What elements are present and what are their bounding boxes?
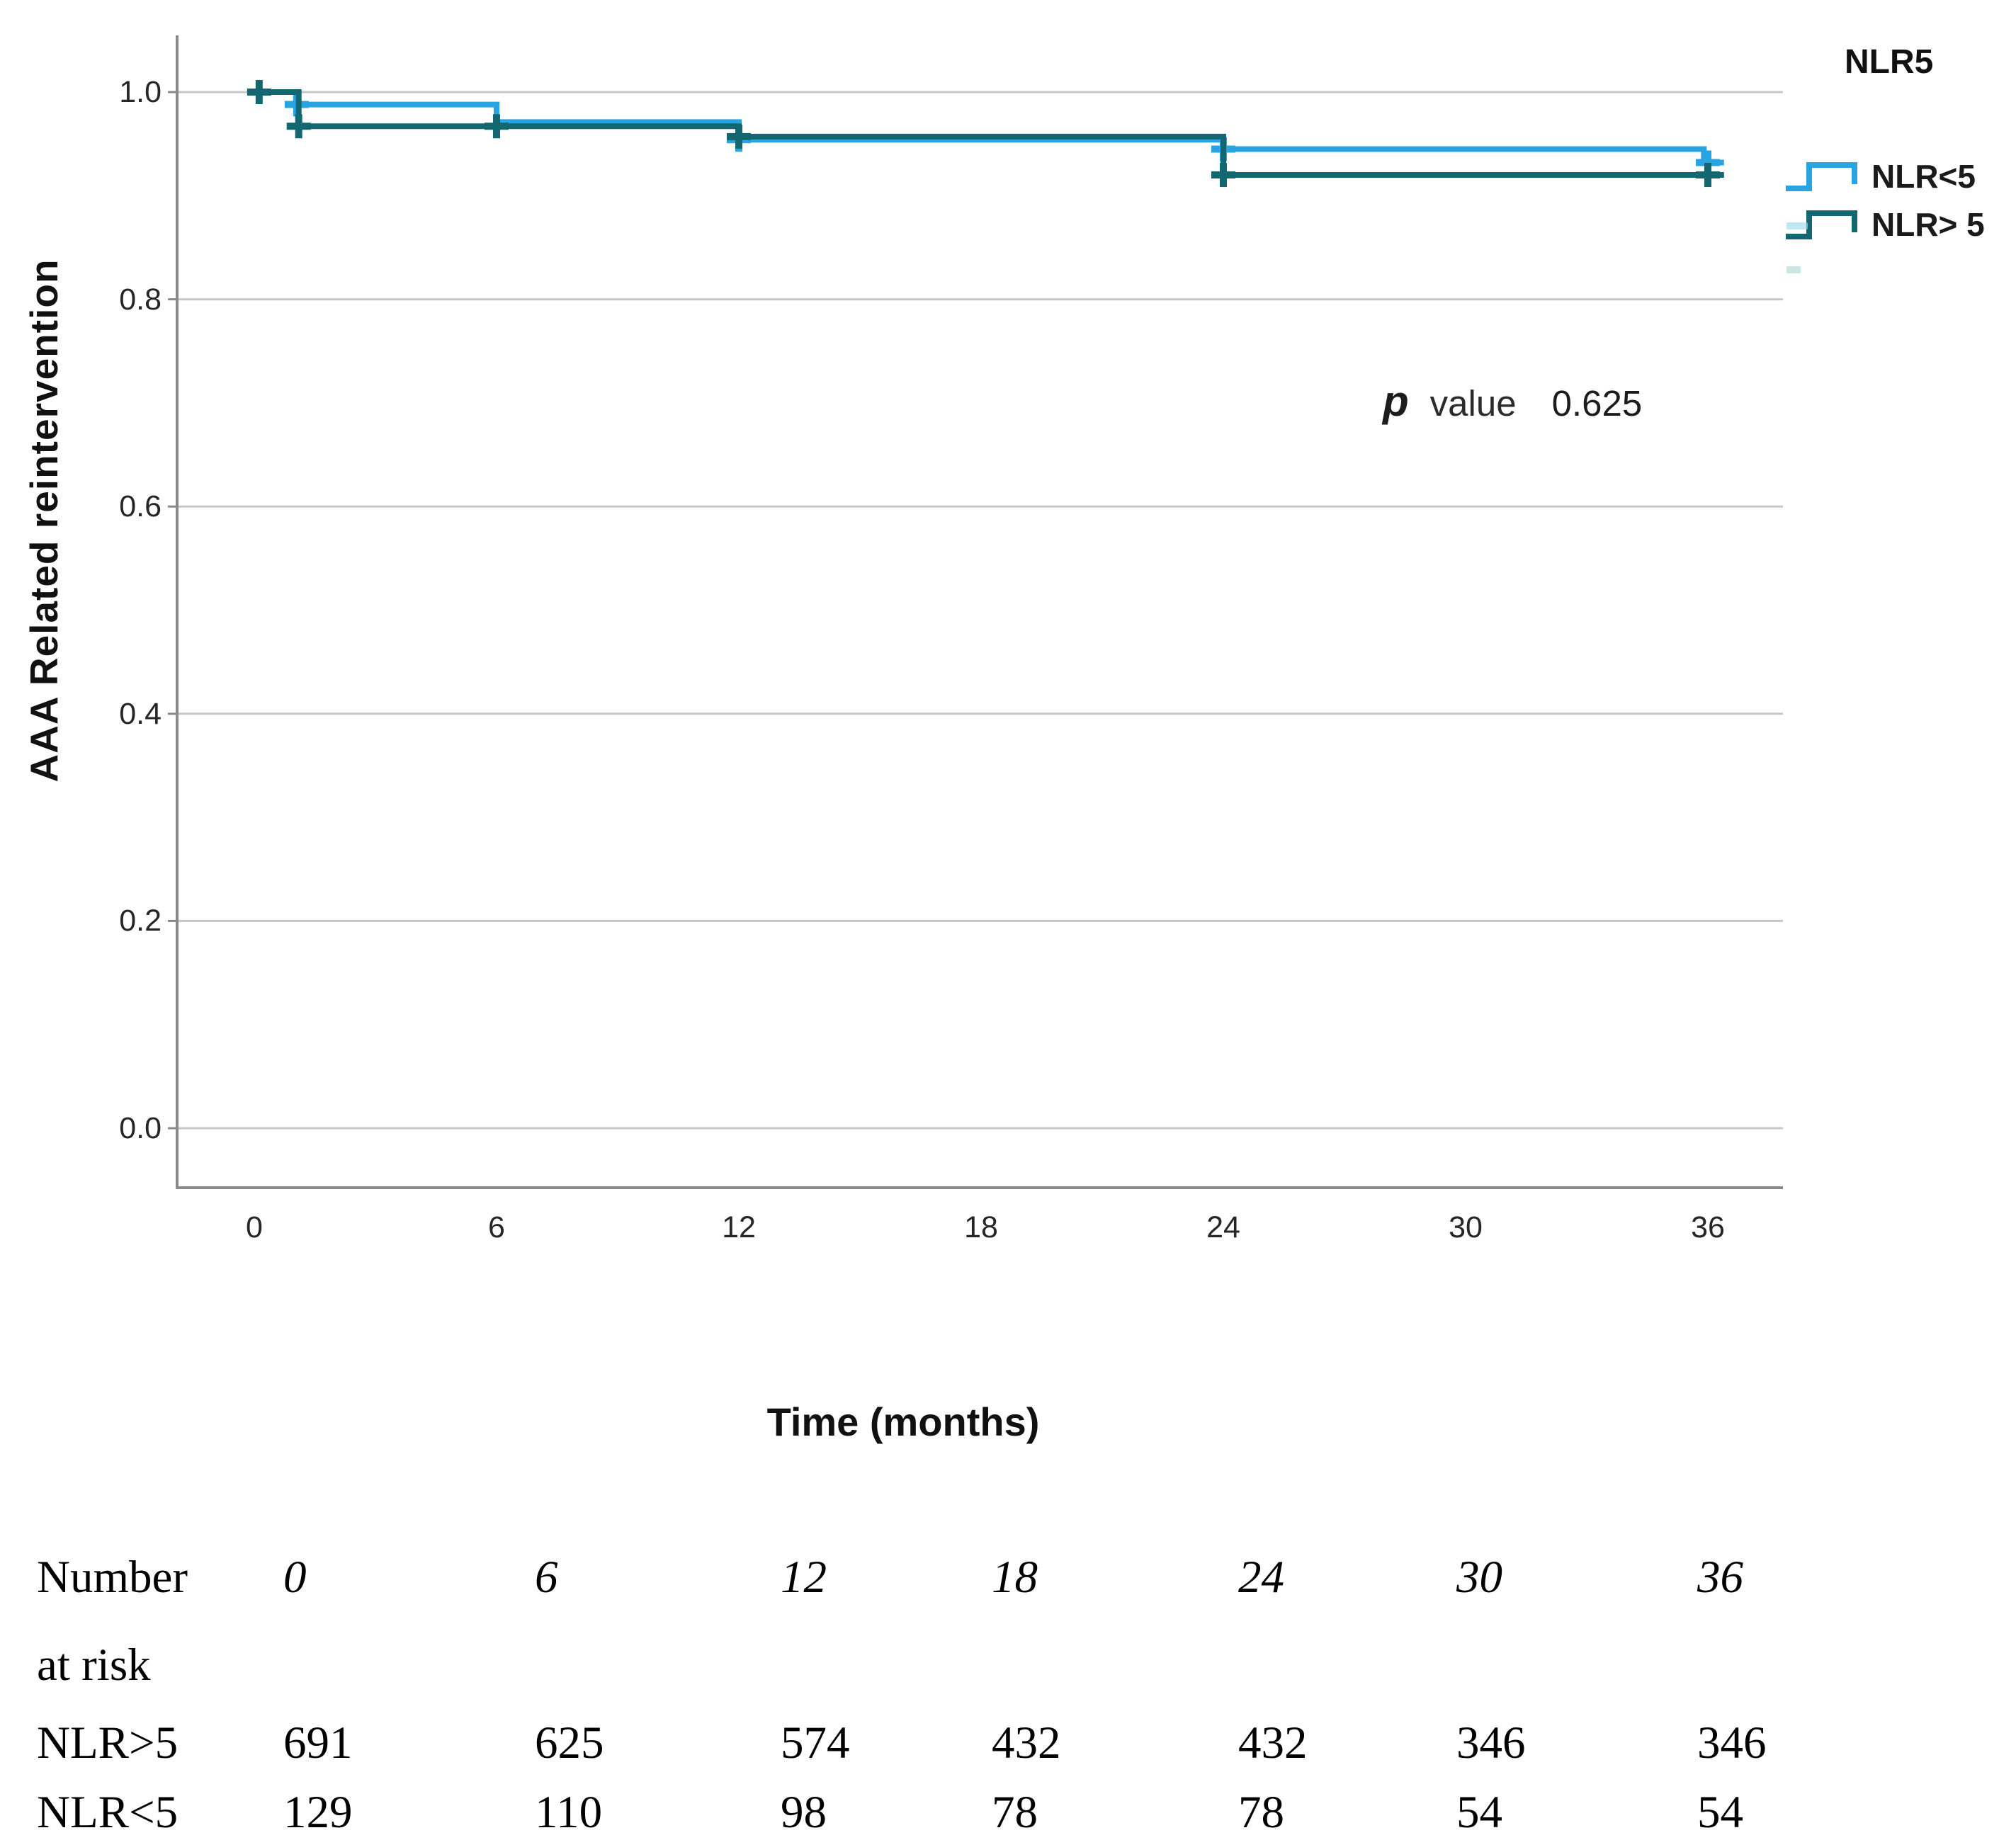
risk-count-nlr-gt5: 691	[283, 1717, 353, 1768]
legend-item-nlr-gt5: NLR> 5	[1784, 204, 1985, 245]
risk-count-nlr-gt5: 432	[992, 1717, 1061, 1768]
risk-count-nlr-lt5: 78	[1238, 1787, 1284, 1838]
censor-mark-nlr-gt-5	[727, 124, 751, 149]
step-line-icon	[1786, 210, 1857, 239]
censor-mark-nlr-gt-5	[485, 114, 509, 139]
x-tick-label: 12	[722, 1210, 756, 1244]
risk-count-nlr-lt5: 110	[535, 1787, 603, 1838]
x-tick-label: 18	[964, 1210, 998, 1244]
risk-count-nlr-lt5: 129	[283, 1787, 353, 1838]
risk-time-header: 36	[1697, 1552, 1743, 1603]
risk-time-header: 12	[781, 1552, 827, 1603]
risk-count-nlr-gt5: 432	[1238, 1717, 1308, 1768]
risk-count-nlr-gt5: 625	[535, 1717, 604, 1768]
risk-time-header: 18	[992, 1552, 1038, 1603]
risk-table-title-line1: Number	[37, 1552, 188, 1603]
y-tick-label: 0.6	[119, 489, 162, 524]
censor-mark-nlr-gt-5	[286, 114, 311, 139]
risk-row-label-nlr-lt5: NLR<5	[37, 1787, 179, 1838]
risk-count-nlr-gt5: 346	[1697, 1717, 1767, 1768]
step-line-icon	[1786, 162, 1857, 191]
risk-time-header: 0	[283, 1552, 307, 1603]
axis-frame	[176, 35, 1783, 1189]
x-tick-label: 6	[488, 1210, 505, 1244]
censor-mark-nlr-gt-5	[247, 80, 271, 104]
risk-count-nlr-lt5: 98	[781, 1787, 827, 1838]
risk-count-nlr-lt5: 54	[1697, 1787, 1743, 1838]
risk-time-header: 24	[1238, 1552, 1284, 1603]
censor-mark-nlr-gt-5	[1211, 163, 1235, 188]
censor-mark-nlr-gt-5	[1696, 163, 1720, 188]
risk-count-nlr-lt5: 54	[1456, 1787, 1502, 1838]
y-tick-label: 0.0	[119, 1111, 162, 1145]
y-tick-label: 0.2	[119, 904, 162, 938]
km-plot-area	[168, 35, 1783, 1189]
legend-item-nlr-lt5: NLR<5	[1784, 156, 1976, 197]
risk-count-nlr-gt5: 346	[1456, 1717, 1526, 1768]
risk-count-nlr-gt5: 574	[781, 1717, 850, 1768]
legend-item-label: NLR> 5	[1871, 206, 1985, 243]
x-tick-label: 0	[246, 1210, 263, 1244]
risk-table-title-line2: at risk	[37, 1640, 151, 1691]
x-axis-title: Time (months)	[766, 1399, 1040, 1444]
x-tick-label: 30	[1449, 1210, 1483, 1244]
legend-title: NLR5	[1845, 43, 1934, 81]
legend-item-label: NLR<5	[1871, 158, 1976, 195]
x-tick-label: 36	[1691, 1210, 1725, 1244]
legend-artifact-teal-dash	[1786, 266, 1801, 273]
risk-time-header: 6	[535, 1552, 558, 1603]
p-symbol: p	[1383, 377, 1409, 425]
p-value-annotation: p value 0.625	[1383, 377, 1642, 426]
risk-row-label-nlr-gt5: NLR>5	[37, 1717, 179, 1768]
risk-time-header: 30	[1456, 1552, 1502, 1603]
y-tick-label: 1.0	[119, 75, 162, 109]
x-tick-label: 24	[1206, 1210, 1240, 1244]
y-tick-label: 0.8	[119, 282, 162, 317]
p-value-number: 0.625	[1551, 383, 1643, 424]
risk-count-nlr-lt5: 78	[992, 1787, 1038, 1838]
y-tick-label: 0.4	[119, 696, 162, 731]
p-value-word: value	[1429, 383, 1517, 424]
legend-artifact-blue-dash	[1786, 222, 1808, 229]
